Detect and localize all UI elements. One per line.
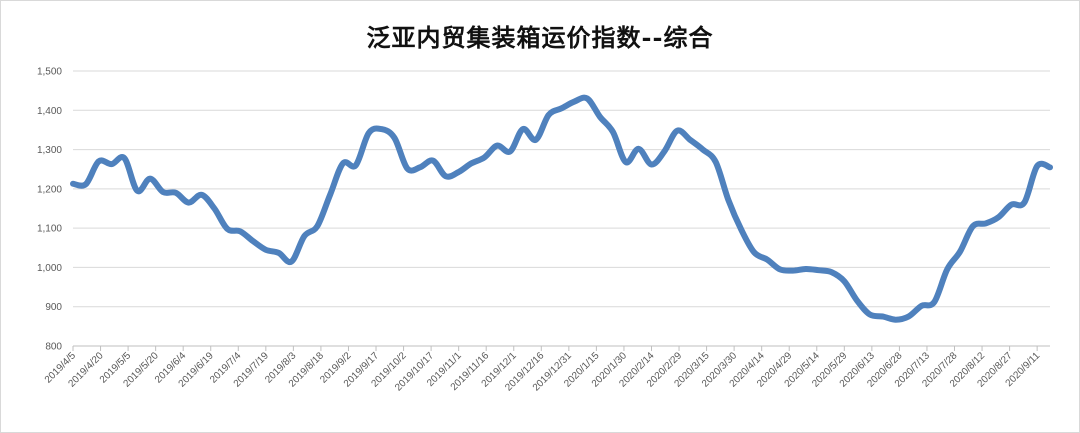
data-point: [661, 148, 667, 155]
data-point: [738, 227, 745, 233]
data-point: [494, 143, 500, 149]
data-point: [173, 190, 179, 196]
data-point: [970, 223, 976, 229]
data-point: [366, 130, 372, 136]
data-point: [623, 159, 629, 165]
data-point: [314, 223, 320, 229]
data-point: [764, 257, 770, 263]
data-point: [854, 298, 860, 304]
data-point: [893, 317, 899, 323]
data-point: [430, 158, 436, 164]
data-point: [674, 128, 680, 134]
data-point: [803, 266, 809, 272]
data-point: [713, 159, 719, 165]
data-point: [918, 303, 925, 309]
data-point: [186, 200, 192, 206]
data-point: [109, 161, 115, 167]
data-point: [751, 249, 757, 256]
series-group: [70, 94, 1053, 323]
data-point: [983, 220, 989, 226]
chart-title: 泛亚内贸集装箱运价指数--综合: [366, 23, 714, 52]
data-point: [327, 192, 333, 198]
y-tick-label: 900: [45, 302, 62, 313]
data-point: [121, 155, 127, 161]
data-point: [404, 165, 410, 171]
y-tick-label: 1,400: [37, 106, 62, 117]
data-point: [944, 266, 950, 272]
data-point: [83, 181, 89, 187]
data-point: [1008, 202, 1015, 208]
y-tick-label: 1,000: [37, 263, 62, 274]
data-point: [816, 267, 822, 273]
data-point: [841, 278, 847, 284]
data-point: [353, 162, 359, 168]
data-point: [507, 148, 513, 155]
data-point: [636, 146, 642, 152]
data-point: [880, 313, 886, 320]
data-point: [224, 226, 230, 232]
data-point: [546, 112, 552, 118]
data-point: [276, 250, 282, 256]
data-point: [1034, 163, 1040, 169]
data-point: [777, 266, 783, 272]
data-point: [533, 137, 539, 143]
data-point: [726, 198, 732, 204]
y-tick-label: 1,500: [37, 67, 62, 78]
y-tick-label: 1,100: [37, 224, 62, 235]
data-point: [481, 154, 487, 160]
data-point: [417, 164, 423, 170]
data-point: [957, 249, 963, 255]
data-point: [199, 192, 205, 198]
data-point: [250, 238, 256, 244]
data-point: [456, 169, 462, 175]
grid-lines: [73, 70, 1050, 347]
data-point: [687, 137, 693, 143]
data-point: [211, 205, 217, 212]
data-point: [584, 95, 590, 102]
data-point: [790, 268, 796, 274]
y-tick-label: 1,300: [37, 145, 62, 156]
y-tick-label: 1,200: [37, 184, 62, 195]
data-point: [520, 126, 526, 132]
data-point: [160, 189, 166, 195]
y-tick-label: 800: [45, 342, 62, 353]
data-point: [1047, 164, 1053, 170]
series-line: [70, 94, 1053, 323]
data-point: [301, 233, 307, 239]
data-point: [96, 158, 102, 164]
data-point: [700, 147, 706, 153]
data-point: [571, 99, 578, 105]
data-point: [996, 214, 1002, 220]
data-point: [391, 135, 397, 141]
data-point: [378, 126, 385, 132]
data-point: [340, 160, 346, 166]
data-point: [134, 188, 140, 194]
y-axis-ticks: 800 900 1,000 1,100 1,200 1,300 1,400 1,500: [37, 67, 62, 353]
data-point: [558, 105, 565, 111]
data-point: [237, 228, 243, 234]
data-point: [288, 258, 295, 265]
data-point: [70, 181, 76, 187]
data-point: [867, 312, 873, 318]
data-point: [147, 176, 153, 182]
x-axis-ticks: 2019/4/52019/4/202019/5/52019/5/202019/6…: [43, 346, 1043, 394]
data-point: [1021, 200, 1027, 206]
data-point: [597, 114, 603, 120]
data-point: [263, 247, 269, 253]
data-point: [648, 161, 655, 168]
data-point: [828, 269, 835, 275]
data-point: [610, 129, 616, 135]
data-point: [443, 173, 449, 179]
data-point: [468, 160, 475, 166]
data-point: [906, 313, 912, 320]
data-point: [931, 299, 937, 305]
